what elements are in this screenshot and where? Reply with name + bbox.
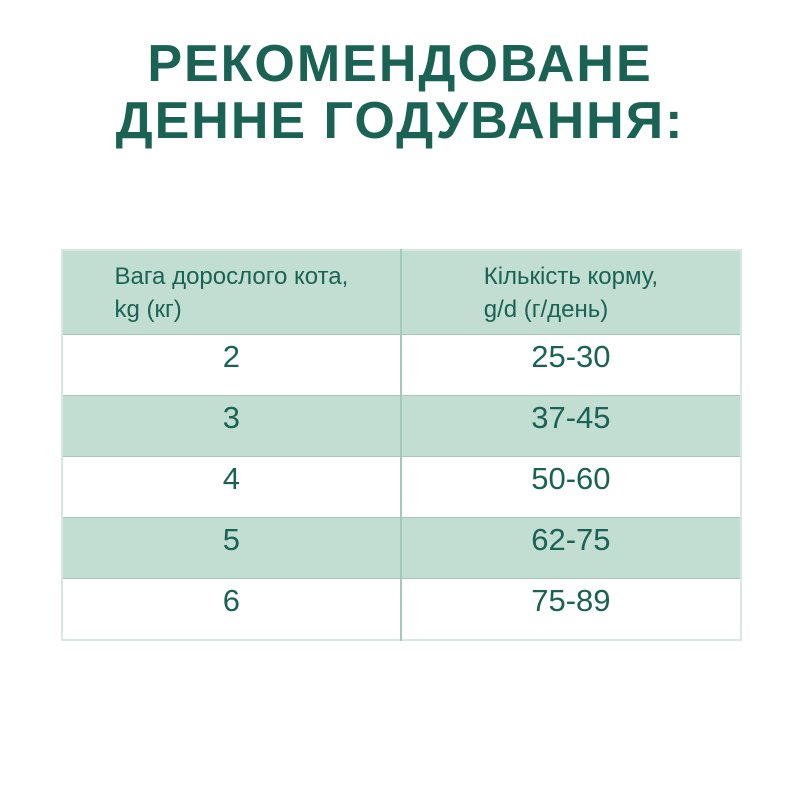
column-header-weight-line1: Вага дорослого кота, — [114, 262, 349, 290]
feeding-table-body: 2 25-30 3 37-45 4 50-60 5 62-75 6 75-89 — [61, 334, 742, 641]
table-row: 6 75-89 — [61, 578, 742, 641]
weight-cell: 3 — [61, 395, 402, 457]
amount-cell: 75-89 — [400, 578, 742, 641]
weight-cell: 5 — [61, 517, 402, 579]
table-row: 2 25-30 — [61, 334, 742, 396]
amount-cell: 50-60 — [400, 456, 742, 518]
weight-cell: 2 — [61, 334, 402, 396]
amount-cell: 37-45 — [400, 395, 742, 457]
page-title-line1: РЕКОМЕНДОВАНЕ — [147, 35, 653, 93]
table-row: 5 62-75 — [61, 517, 742, 579]
column-header-amount-line2: g/d (г/день) — [483, 295, 609, 323]
table-row: 3 37-45 — [61, 395, 742, 457]
amount-cell: 62-75 — [400, 517, 742, 579]
feeding-table-header: Вага дорослого кота, kg (кг) Кількість к… — [61, 249, 742, 335]
column-header-amount: Кількість корму, g/d (г/день) — [400, 249, 742, 335]
feeding-table-container: Вага дорослого кота, kg (кг) Кількість к… — [61, 249, 742, 641]
column-header-weight: Вага дорослого кота, kg (кг) — [61, 249, 402, 335]
amount-cell: 25-30 — [400, 334, 742, 396]
table-row: 4 50-60 — [61, 456, 742, 518]
column-header-weight-line2: kg (кг) — [114, 295, 182, 323]
page-title: РЕКОМЕНДОВАНЕ ДЕННЕ ГОДУВАННЯ: — [0, 36, 800, 150]
feeding-table: Вага дорослого кота, kg (кг) Кількість к… — [61, 249, 742, 641]
page-title-line2: ДЕННЕ ГОДУВАННЯ: — [115, 92, 685, 150]
weight-cell: 4 — [61, 456, 402, 518]
weight-cell: 6 — [61, 578, 402, 641]
header-row: Вага дорослого кота, kg (кг) Кількість к… — [61, 249, 742, 335]
column-header-amount-line1: Кількість корму, — [483, 262, 659, 290]
